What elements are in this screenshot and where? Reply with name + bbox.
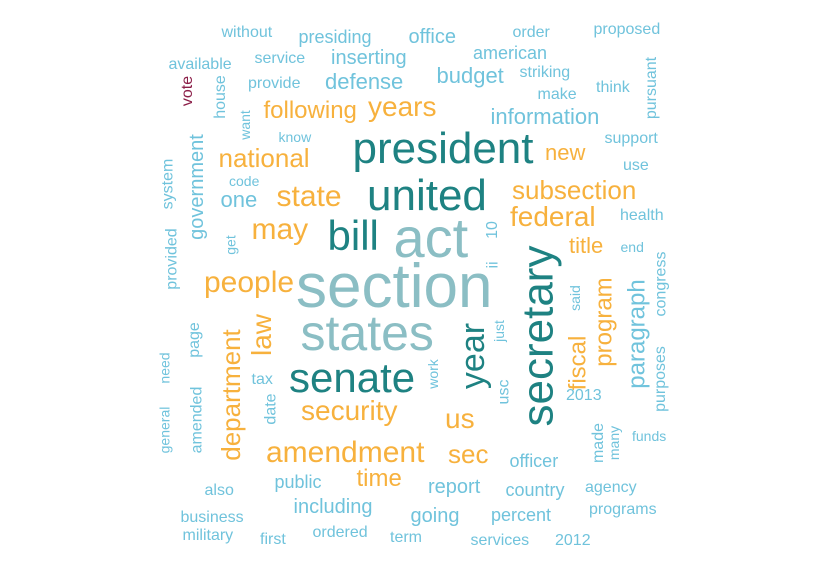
word-information: information <box>490 104 600 129</box>
word-without: without <box>221 24 273 41</box>
word-public: public <box>274 472 322 492</box>
word-work: work <box>424 359 441 389</box>
word-term: term <box>390 529 422 546</box>
word-years: years <box>368 91 437 122</box>
word-new: new <box>545 140 586 165</box>
word-use: use <box>623 157 649 174</box>
word-national: national <box>218 143 310 173</box>
word-make: make <box>537 86 577 103</box>
word-congress: congress <box>651 251 669 317</box>
word-system: system <box>158 158 176 210</box>
word-page: page <box>185 322 203 358</box>
word-year: year <box>454 322 493 390</box>
word-title: title <box>569 233 604 258</box>
word-pursuant: pursuant <box>643 56 661 120</box>
word-law: law <box>246 313 278 357</box>
word-presiding: presiding <box>298 27 372 47</box>
word-house: house <box>211 75 229 119</box>
word-act: act <box>393 206 469 269</box>
word-funds: funds <box>632 428 667 444</box>
word-ii: ii <box>484 261 502 269</box>
word-program: program <box>590 277 618 367</box>
word-federal: federal <box>510 201 596 232</box>
word-senate: senate <box>289 354 416 401</box>
word-percent: percent <box>491 505 552 525</box>
word-inserting: inserting <box>331 47 407 69</box>
word-amended: amended <box>187 386 205 454</box>
word-need: need <box>156 352 173 384</box>
word-first: first <box>260 531 286 548</box>
word-think: think <box>596 79 630 96</box>
word-also: also <box>204 482 234 499</box>
word-military: military <box>182 527 234 544</box>
word-time: time <box>356 465 402 492</box>
word-budget: budget <box>436 63 504 88</box>
word-section: section <box>296 252 493 321</box>
word-services: services <box>470 532 530 549</box>
word-united: united <box>367 171 487 220</box>
word-office: office <box>408 26 456 48</box>
word-bill: bill <box>327 212 379 259</box>
word-tax: tax <box>251 371 273 388</box>
word-provide: provide <box>248 75 301 92</box>
word-end: end <box>620 239 644 255</box>
word-paragraph: paragraph <box>623 279 651 389</box>
word-following: following <box>263 97 357 124</box>
word-agency: agency <box>585 479 637 496</box>
word-sec: sec <box>448 439 489 469</box>
word-available: available <box>168 56 232 73</box>
word-proposed: proposed <box>593 21 661 38</box>
word-security: security <box>301 395 398 426</box>
word-states: states <box>300 305 434 361</box>
word-2013: 2013 <box>566 387 602 404</box>
word-just: just <box>490 320 507 342</box>
word-secretary: secretary <box>512 245 562 427</box>
word-date: date <box>262 393 280 425</box>
word-defense: defense <box>325 69 404 94</box>
word-said: said <box>566 285 583 311</box>
word-programs: programs <box>589 501 657 518</box>
word-may: may <box>251 213 309 246</box>
word-people: people <box>204 266 295 299</box>
word-10: 10 <box>483 221 501 239</box>
word-department: department <box>215 329 246 461</box>
word-vote: vote <box>179 75 197 107</box>
word-support: support <box>604 130 658 147</box>
word-code: code <box>229 173 260 189</box>
word-striking: striking <box>519 64 571 81</box>
word-american: american <box>473 43 548 63</box>
word-state: state <box>276 180 342 213</box>
word-amendment: amendment <box>266 436 425 469</box>
word-including: including <box>293 496 373 518</box>
word-service: service <box>254 50 306 67</box>
word-want: want <box>236 110 253 140</box>
word-president: president <box>352 124 534 173</box>
word-many: many <box>606 425 623 461</box>
word-made: made <box>590 422 608 464</box>
word-going: going <box>410 505 460 527</box>
word-officer: officer <box>509 451 559 471</box>
word-ordered: ordered <box>312 524 368 541</box>
word-purposes: purposes <box>651 346 669 412</box>
word-subsection: subsection <box>512 175 637 205</box>
word-report: report <box>428 476 481 498</box>
word-health: health <box>620 207 664 224</box>
word-government: government <box>185 134 208 240</box>
word-general: general <box>155 406 172 454</box>
word-provided: provided <box>163 228 181 290</box>
word-2012: 2012 <box>555 532 591 549</box>
word-get: get <box>222 235 239 255</box>
word-know: know <box>278 129 312 145</box>
word-one: one <box>220 187 258 212</box>
word-us: us <box>445 403 475 434</box>
word-order: order <box>512 24 550 41</box>
word-business: business <box>180 509 244 526</box>
word-fiscal: fiscal <box>563 335 591 391</box>
word-country: country <box>505 480 565 500</box>
word-usc: usc <box>494 379 512 405</box>
